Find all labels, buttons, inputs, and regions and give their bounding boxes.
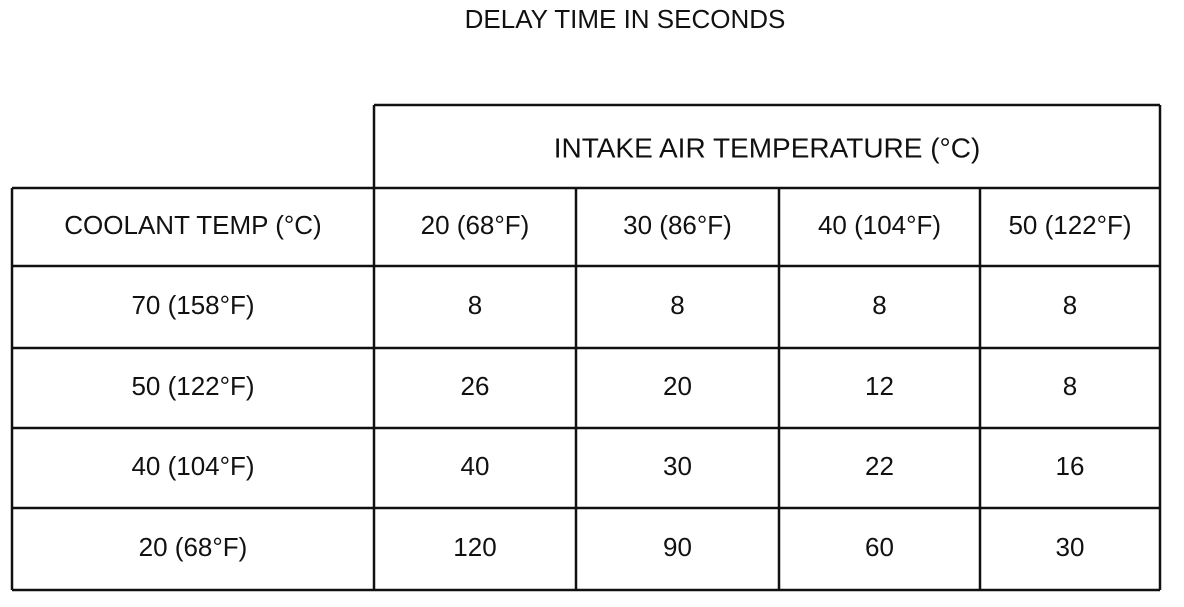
cell-value: 8 [468,290,482,320]
row-label: 70 (158°F) [131,290,254,320]
cell-value: 90 [663,532,692,562]
cell-value: 16 [1056,451,1085,481]
cell-value: 30 [1056,532,1085,562]
cell-value: 8 [1063,371,1077,401]
cell-value: 8 [670,290,684,320]
table-grid [10,103,1162,592]
column-header: 40 (104°F) [818,210,941,240]
cell-value: 120 [453,532,496,562]
group-header: INTAKE AIR TEMPERATURE (°C) [554,132,981,163]
cell-value: 20 [663,371,692,401]
row-header-label: COOLANT TEMP (°C) [64,210,321,240]
cell-value: 40 [461,451,490,481]
cell-value: 8 [1063,290,1077,320]
title: DELAY TIME IN SECONDS [465,4,786,34]
cell-value: 60 [865,532,894,562]
column-header: 30 (86°F) [623,210,732,240]
cell-value: 8 [872,290,886,320]
row-label: 50 (122°F) [131,371,254,401]
column-header: 50 (122°F) [1008,210,1131,240]
cell-value: 22 [865,451,894,481]
cell-value: 26 [461,371,490,401]
row-label: 40 (104°F) [131,451,254,481]
cell-value: 12 [865,371,894,401]
row-label: 20 (68°F) [139,532,248,562]
column-header: 20 (68°F) [421,210,530,240]
cell-value: 30 [663,451,692,481]
